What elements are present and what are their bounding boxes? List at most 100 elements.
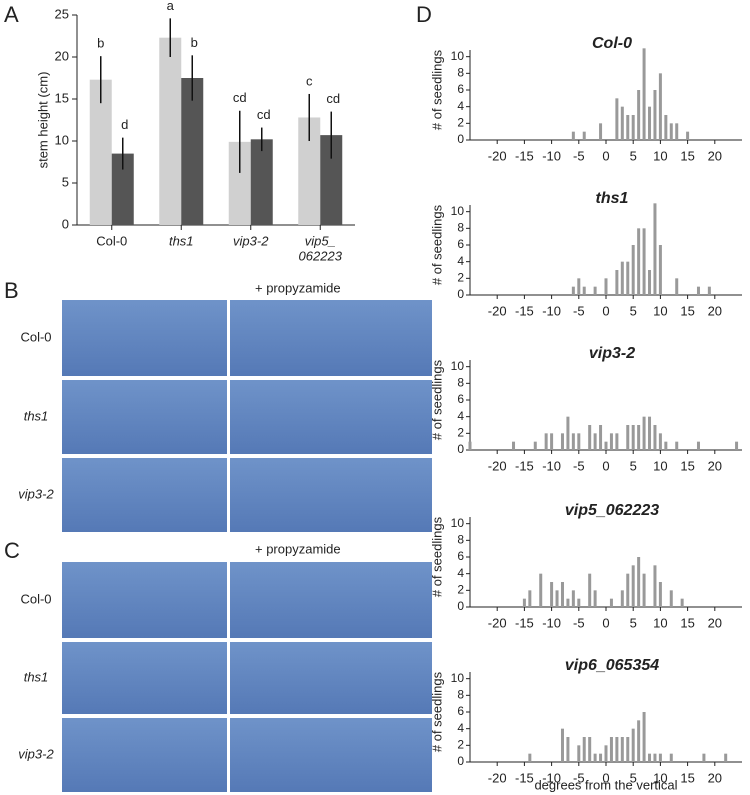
bar [642,48,646,141]
bar [593,433,597,450]
y-tick-label: 8 [457,688,464,702]
y-tick-label: 15 [55,90,69,105]
y-axis-label: # of seedlings [429,49,444,130]
photo [62,562,227,638]
x-tick-label: 20 [708,148,722,163]
bar [658,73,662,140]
bar [620,106,624,140]
x-tick-label: 0 [602,148,609,163]
x-tick-label: vip5_ [305,233,336,248]
significance-letter: c [306,73,313,88]
x-tick-label: -20 [488,770,507,785]
x-tick-label: Col-0 [96,233,127,248]
x-tick-label: 10 [653,148,667,163]
significance-letter: b [191,35,198,50]
bar [181,78,204,225]
y-tick-label: 0 [457,442,464,456]
y-axis-label: # of seedlings [429,359,444,440]
y-tick-label: 25 [55,6,69,21]
bar [555,590,559,607]
y-tick-label: 0 [457,599,464,613]
y-tick-label: 10 [451,359,465,373]
bar [631,565,635,607]
bar [620,261,624,295]
chart-title: Col-0 [592,35,632,52]
x-tick-label: -10 [542,615,561,630]
bar [609,433,613,450]
bar [609,737,613,762]
bar [675,123,679,140]
y-tick-label: 10 [451,204,465,218]
bar [686,131,690,140]
bar [550,433,554,450]
bar [631,425,635,450]
bar [680,598,684,607]
x-tick-label: 20 [708,303,722,318]
x-tick-label: -10 [542,148,561,163]
bar [228,141,251,225]
bar [560,582,564,607]
x-tick-label: -5 [573,615,585,630]
y-tick-label: 8 [457,376,464,390]
bar [533,441,537,450]
y-tick-label: 8 [457,533,464,547]
bar [615,270,619,295]
bar [604,745,608,762]
row-label: vip3-2 [18,486,54,501]
y-tick-label: 2 [457,271,464,285]
x-tick-label: -20 [488,303,507,318]
y-tick-label: 4 [457,721,464,735]
y-tick-label: 0 [62,216,69,231]
x-tick-label: 10 [653,615,667,630]
bar [648,753,652,762]
x-tick-label: -15 [515,303,534,318]
y-tick-label: 8 [457,66,464,80]
bar [626,115,630,140]
x-tick-label: -20 [488,148,507,163]
photo-panels [62,300,432,792]
row-label: Col-0 [20,329,51,344]
photo [62,642,227,714]
bar [642,573,646,607]
x-tick-label: vip3-2 [233,233,269,248]
bar [571,286,575,295]
bar [566,737,570,762]
bar [604,441,608,450]
y-tick-label: 0 [457,287,464,301]
bar [593,286,597,295]
significance-letter: cd [326,91,340,106]
bar [320,135,343,225]
bar [615,737,619,762]
bar [577,433,581,450]
bar [298,117,321,225]
chart-title: vip6_065354 [565,657,659,674]
x-tick-label: 20 [708,458,722,473]
x-tick-label: -5 [573,458,585,473]
bar [599,425,603,450]
bar [653,565,657,607]
bar [609,598,613,607]
x-tick-label: 5 [630,615,637,630]
bar [528,590,532,607]
bar [620,590,624,607]
bar [159,37,182,226]
y-tick-label: 2 [457,583,464,597]
x-tick-label: 15 [680,148,694,163]
bar [642,228,646,295]
bar [658,433,662,450]
bar [626,261,630,295]
bar [675,278,679,295]
y-tick-label: 4 [457,254,464,268]
bar [626,573,630,607]
photo [230,718,432,792]
bar [588,425,592,450]
bar [599,123,603,140]
y-tick-label: 10 [55,132,69,147]
bar [735,441,739,450]
photo [62,300,227,376]
bar [582,286,586,295]
bar [539,573,543,607]
bar [111,153,134,225]
bar [522,598,526,607]
bar [571,131,575,140]
